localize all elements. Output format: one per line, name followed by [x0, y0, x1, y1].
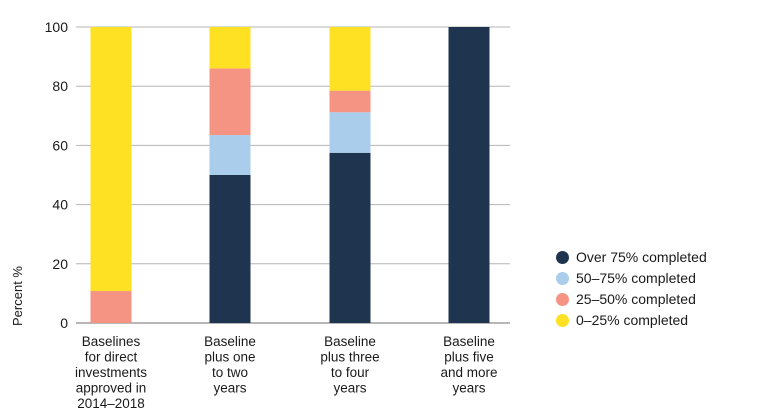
bar-segment — [448, 27, 490, 323]
y-tick-label: 60 — [52, 137, 68, 153]
bar-segment — [209, 68, 251, 136]
legend-swatch — [556, 293, 569, 306]
bar-segment — [209, 27, 251, 69]
bar-segment — [209, 175, 251, 323]
y-tick-label: 20 — [52, 256, 68, 272]
legend-label: 50–75% completed — [576, 270, 696, 286]
bar-segment — [329, 112, 371, 153]
y-axis-label: Percent % — [10, 266, 25, 326]
bar-segment — [329, 90, 371, 113]
y-tick-label: 100 — [45, 19, 69, 35]
x-axis-categories: Baselines for direct investments approved i… — [75, 334, 498, 411]
y-tick-label: 80 — [52, 78, 68, 94]
bar-segment — [329, 27, 371, 91]
legend-label: 0–25% completed — [576, 312, 689, 328]
x-category-label: Baselines for direct investments approved i… — [75, 334, 147, 411]
bar-segment — [90, 291, 132, 323]
bar-segment — [209, 135, 251, 175]
gridlines — [76, 26, 510, 324]
bar-segment — [329, 152, 371, 323]
legend-item: 50–75% completed — [556, 268, 707, 289]
legend-swatch — [556, 314, 569, 327]
legend-item: 25–50% completed — [556, 289, 707, 310]
legend: Over 75% completed 50–75% completed 25–50%… — [556, 247, 707, 331]
legend-label: 25–50% completed — [576, 291, 696, 307]
legend-item: Over 75% completed — [556, 247, 707, 268]
y-axis-ticks: 0 20 40 60 80 100 — [45, 19, 69, 331]
legend-label: Over 75% completed — [576, 249, 707, 265]
bar-segment — [90, 27, 132, 292]
x-category-label: Baseline plus five and more years — [440, 334, 497, 396]
bars — [90, 27, 490, 323]
legend-swatch — [556, 272, 569, 285]
legend-item: 0–25% completed — [556, 310, 707, 331]
x-category-label: Baseline plus three to four years — [320, 334, 379, 396]
legend-swatch — [556, 251, 569, 264]
x-category-label: Baseline plus one to two years — [204, 334, 256, 396]
y-tick-label: 0 — [60, 315, 68, 331]
y-tick-label: 40 — [52, 197, 68, 213]
